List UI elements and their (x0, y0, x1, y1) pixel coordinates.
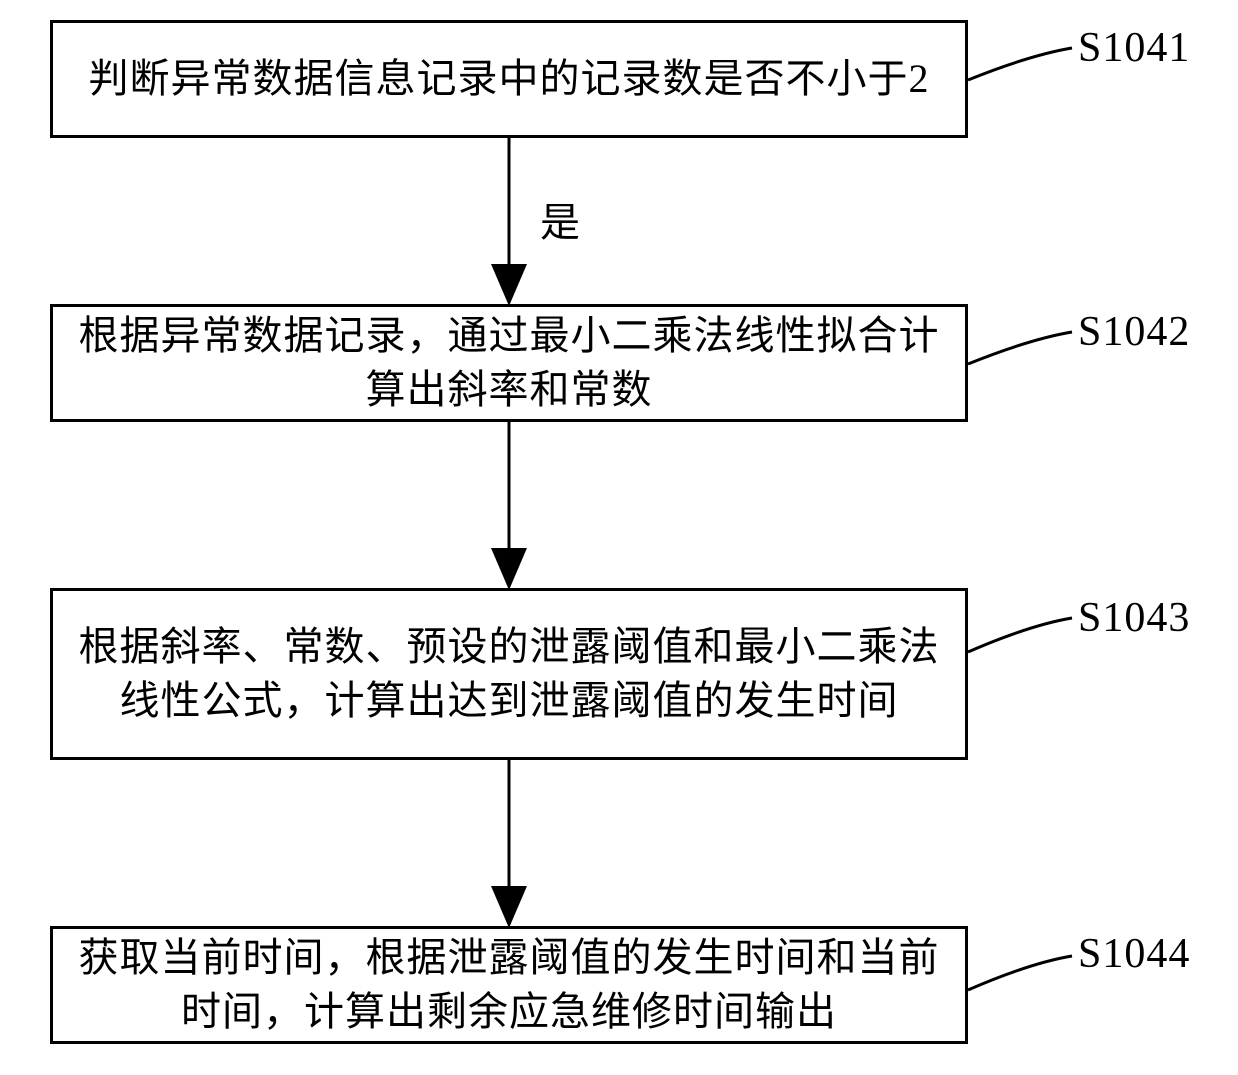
arrow-1 (0, 0, 1238, 1075)
